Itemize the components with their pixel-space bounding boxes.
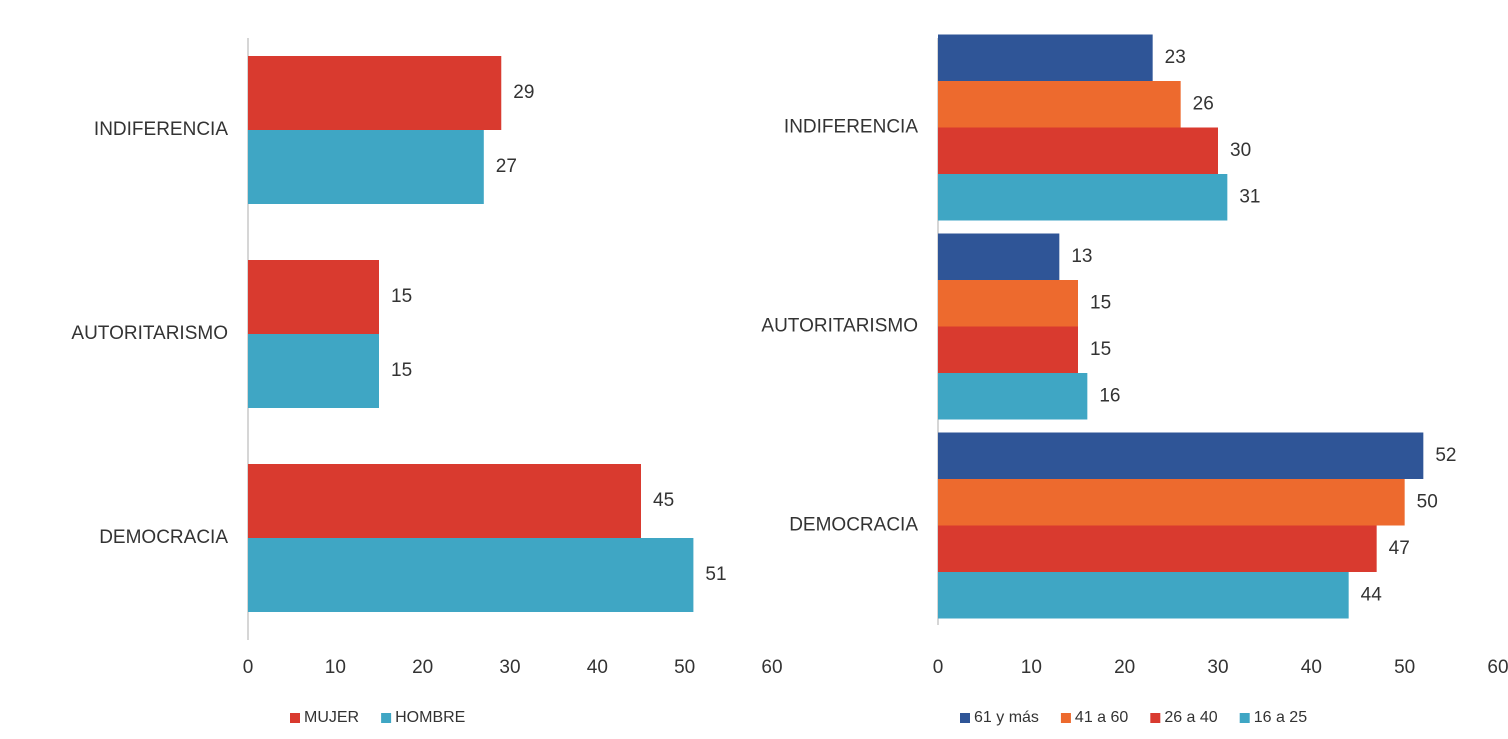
value-label: 51	[705, 564, 726, 585]
value-label: 15	[391, 360, 412, 381]
value-label: 50	[1417, 491, 1438, 512]
x-tick-label: 50	[1394, 657, 1415, 678]
legend-swatch	[1060, 713, 1071, 723]
bar	[248, 334, 379, 408]
legend-label: 16 a 25	[1254, 709, 1307, 726]
bar	[938, 174, 1228, 221]
legend-swatch	[290, 713, 300, 723]
legend-label: HOMBRE	[395, 709, 465, 726]
value-label: 27	[496, 156, 517, 177]
legend-swatch	[381, 713, 392, 723]
bar	[938, 280, 1078, 327]
bar	[938, 233, 1060, 280]
x-tick-label: 30	[499, 657, 520, 678]
legend-swatch	[1239, 713, 1250, 723]
x-tick-label: 60	[761, 657, 782, 678]
value-label: 29	[513, 82, 534, 103]
bar	[248, 538, 694, 612]
x-tick-label: 0	[933, 657, 944, 678]
category-label: INDIFERENCIA	[784, 117, 918, 138]
value-label: 15	[1090, 339, 1111, 360]
category-label: DEMOCRACIA	[99, 527, 228, 548]
bar	[248, 464, 641, 538]
x-tick-label: 50	[674, 657, 695, 678]
x-tick-label: 10	[325, 657, 346, 678]
bar	[938, 572, 1349, 619]
legend-label: 61 y más	[974, 709, 1039, 726]
x-tick-label: 0	[243, 657, 254, 678]
x-tick-label: 10	[1021, 657, 1042, 678]
bar	[938, 326, 1078, 373]
legend-label: 26 a 40	[1164, 709, 1217, 726]
bar	[248, 260, 379, 334]
value-label: 31	[1239, 186, 1260, 207]
value-label: 44	[1361, 584, 1383, 605]
x-tick-label: 30	[1207, 657, 1228, 678]
x-tick-label: 20	[412, 657, 433, 678]
value-label: 23	[1165, 47, 1186, 68]
x-tick-label: 40	[1301, 657, 1322, 678]
value-label: 52	[1435, 445, 1456, 466]
bar	[248, 130, 484, 204]
x-tick-label: 40	[587, 657, 608, 678]
bar	[938, 525, 1377, 572]
value-label: 26	[1193, 93, 1214, 114]
value-label: 15	[1090, 292, 1111, 313]
legend-label: 41 a 60	[1075, 709, 1128, 726]
bar	[938, 479, 1405, 526]
bar	[248, 56, 502, 130]
category-label: INDIFERENCIA	[94, 119, 228, 140]
bar	[938, 34, 1153, 81]
category-label: AUTORITARISMO	[71, 323, 228, 344]
value-label: 13	[1071, 246, 1092, 267]
category-label: DEMOCRACIA	[789, 515, 918, 536]
bar	[938, 81, 1181, 128]
x-tick-label: 60	[1487, 657, 1508, 678]
bar	[938, 432, 1424, 479]
bar	[938, 373, 1088, 420]
value-label: 47	[1389, 538, 1410, 559]
legend-label: MUJER	[304, 709, 359, 726]
value-label: 45	[653, 490, 674, 511]
category-label: AUTORITARISMO	[761, 316, 918, 337]
value-label: 15	[391, 286, 412, 307]
x-tick-label: 20	[1114, 657, 1135, 678]
bar	[938, 127, 1218, 174]
value-label: 16	[1099, 385, 1120, 406]
legend-swatch	[960, 713, 970, 723]
value-label: 30	[1230, 140, 1251, 161]
legend-swatch	[1150, 713, 1161, 723]
